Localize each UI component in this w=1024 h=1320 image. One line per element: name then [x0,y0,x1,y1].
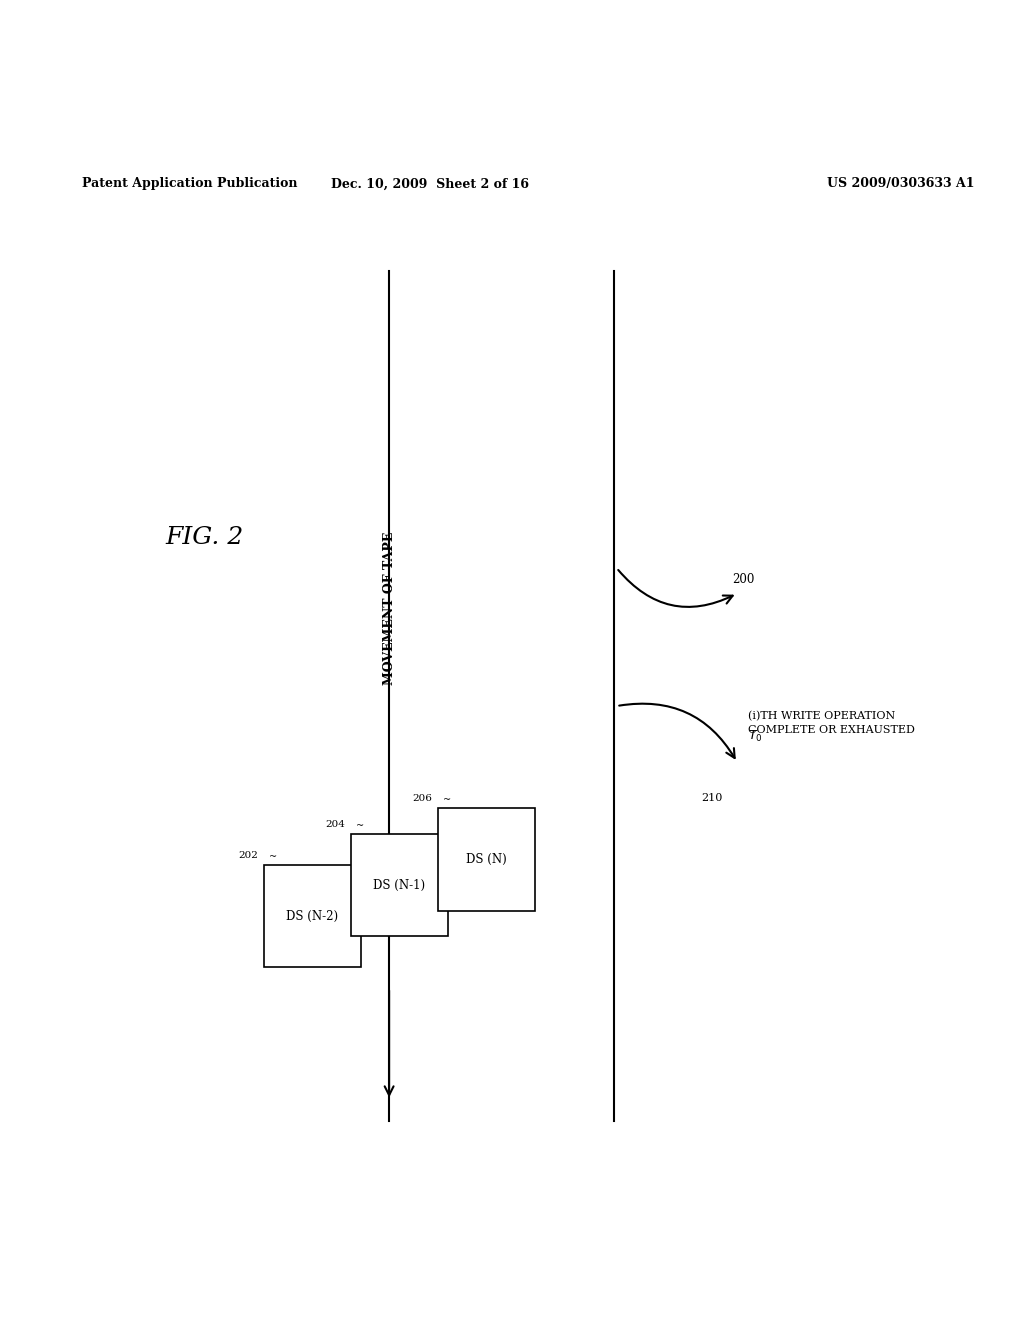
Text: DS (N): DS (N) [466,853,507,866]
FancyBboxPatch shape [350,834,449,936]
Text: ~: ~ [442,796,451,804]
Text: (i)TH WRITE OPERATION
COMPLETE OR EXHAUSTED: (i)TH WRITE OPERATION COMPLETE OR EXHAUS… [748,711,914,735]
Text: FIG. 2: FIG. 2 [166,525,244,549]
Text: 206: 206 [413,795,432,804]
FancyBboxPatch shape [438,808,535,911]
Text: ~: ~ [356,821,364,830]
Text: MOVEMENT OF TAPE: MOVEMENT OF TAPE [383,532,395,685]
Text: DS (N-1): DS (N-1) [374,879,425,892]
Text: DS (N-2): DS (N-2) [287,909,338,923]
Text: Dec. 10, 2009  Sheet 2 of 16: Dec. 10, 2009 Sheet 2 of 16 [331,177,529,190]
Text: US 2009/0303633 A1: US 2009/0303633 A1 [827,177,975,190]
FancyBboxPatch shape [264,865,361,968]
Text: $T_0$: $T_0$ [748,729,762,744]
Text: 202: 202 [239,850,258,859]
Text: 210: 210 [701,793,723,804]
Text: ~: ~ [268,851,276,861]
Text: Patent Application Publication: Patent Application Publication [82,177,297,190]
Text: 204: 204 [326,820,346,829]
Text: 200: 200 [732,573,755,586]
